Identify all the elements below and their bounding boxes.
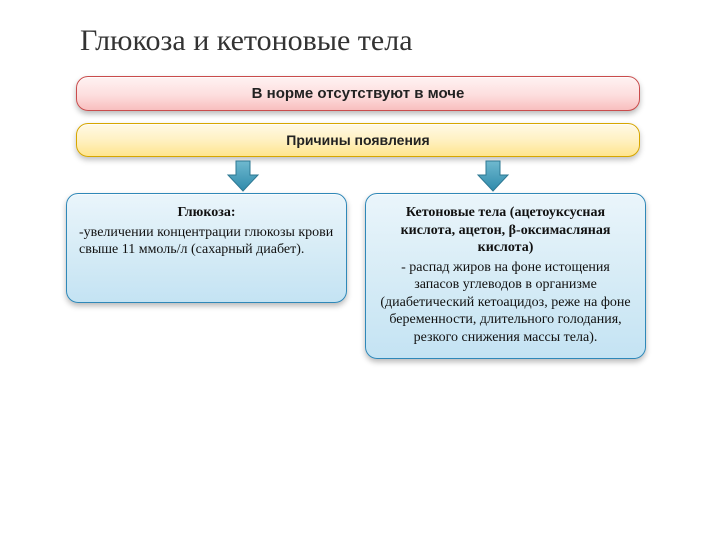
norm-bar-text: В норме отсутствуют в моче	[252, 85, 465, 102]
slide-title: Глюкоза и кетоновые тела	[80, 24, 664, 58]
norm-bar: В норме отсутствуют в моче	[76, 76, 640, 111]
ketone-box: Кетоновые тела (ацетоуксусная кислота, а…	[365, 193, 646, 359]
glucose-box-body: -увеличении концентрации глюкозы крови с…	[79, 224, 334, 259]
arrow-down-icon	[226, 159, 260, 198]
causes-bar-text: Причины появления	[286, 132, 429, 148]
causes-bar: Причины появления	[76, 123, 640, 157]
arrow-down-icon	[476, 159, 510, 198]
columns: Глюкоза: -увеличении концентрации глюкоз…	[66, 193, 646, 359]
glucose-box: Глюкоза: -увеличении концентрации глюкоз…	[66, 193, 347, 303]
arrows-row	[76, 163, 640, 193]
ketone-box-title: Кетоновые тела (ацетоуксусная кислота, а…	[378, 204, 633, 257]
slide: Глюкоза и кетоновые тела В норме отсутст…	[0, 0, 720, 540]
glucose-box-title: Глюкоза:	[79, 204, 334, 222]
ketone-box-body: - распад жиров на фоне истощения запасов…	[378, 259, 633, 347]
